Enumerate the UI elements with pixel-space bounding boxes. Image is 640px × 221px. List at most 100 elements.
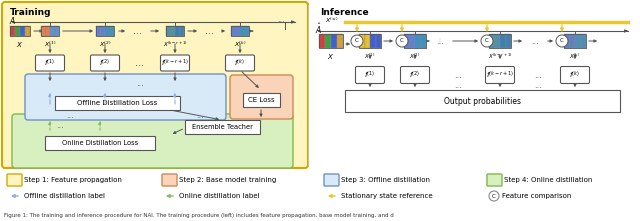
Text: C: C [492, 194, 496, 198]
Bar [236, 26, 240, 36]
Text: $X^{(k)}$: $X^{(k)}$ [234, 40, 246, 49]
Text: $f^{(k-r+1)}$: $f^{(k-r+1)}$ [486, 69, 514, 81]
FancyBboxPatch shape [486, 67, 515, 84]
Bar [331, 34, 337, 48]
Text: Offline Distillation Loss: Offline Distillation Loss [77, 100, 157, 106]
Bar [580, 34, 586, 48]
Bar [564, 34, 586, 48]
Text: $X^{(k-r+1)}$: $X^{(k-r+1)}$ [163, 40, 188, 49]
FancyBboxPatch shape [25, 74, 226, 120]
Bar [179, 26, 184, 36]
Bar [10, 26, 30, 36]
Bar [376, 34, 381, 48]
Text: ...: ... [618, 15, 626, 25]
Bar [420, 34, 426, 48]
Text: Online Distillation Loss: Online Distillation Loss [62, 140, 138, 146]
Text: Step 4: Online distillation: Step 4: Online distillation [504, 177, 593, 183]
Bar [495, 34, 500, 48]
Bar [20, 26, 25, 36]
Circle shape [481, 35, 493, 47]
Text: $X^{(k)}$: $X^{(k)}$ [570, 52, 580, 61]
Text: ...: ... [615, 25, 623, 34]
Text: $X^{(1)}$: $X^{(1)}$ [364, 52, 376, 61]
Bar [325, 34, 331, 48]
Bar [166, 26, 170, 36]
Bar [185, 120, 260, 134]
Bar [231, 26, 249, 36]
Bar [415, 34, 420, 48]
Bar [370, 34, 376, 48]
Bar [105, 26, 109, 36]
Bar [231, 26, 236, 36]
FancyBboxPatch shape [161, 55, 189, 71]
Text: $f^{(k)}$: $f^{(k)}$ [570, 69, 580, 81]
Bar [45, 26, 50, 36]
Bar [489, 34, 495, 48]
Text: $f^{(k-r+1)}$: $f^{(k-r+1)}$ [161, 57, 189, 69]
Bar [575, 34, 580, 48]
FancyBboxPatch shape [35, 55, 65, 71]
Text: $X^{(2)}$: $X^{(2)}$ [409, 52, 420, 61]
Text: $f^{(1)}$: $f^{(1)}$ [44, 57, 56, 69]
Bar [96, 26, 114, 36]
Text: $X^{(1)}$: $X^{(1)}$ [44, 40, 56, 49]
Text: ...: ... [534, 82, 542, 91]
Bar [55, 96, 180, 110]
Text: $\hat{A}$: $\hat{A}$ [9, 13, 16, 27]
Bar [359, 34, 381, 48]
Bar [15, 26, 20, 36]
Text: C: C [560, 38, 564, 44]
Text: Step 1: Feature propagation: Step 1: Feature propagation [24, 177, 122, 183]
Text: Figure 1: The training and inference procedure for NAI. The training procedure (: Figure 1: The training and inference pro… [4, 213, 394, 218]
FancyBboxPatch shape [2, 2, 308, 168]
Bar [50, 26, 54, 36]
Text: $f^{(k)}$: $f^{(k)}$ [234, 57, 246, 69]
FancyBboxPatch shape [487, 174, 502, 186]
Text: Feature comparison: Feature comparison [502, 193, 572, 199]
FancyBboxPatch shape [561, 67, 589, 84]
Text: $X^{(\infty)}$: $X^{(\infty)}$ [325, 15, 339, 25]
Bar [10, 26, 15, 36]
FancyBboxPatch shape [90, 55, 120, 71]
Bar [365, 34, 370, 48]
Text: $f^{(1)}$: $f^{(1)}$ [364, 69, 376, 81]
Bar [489, 34, 511, 48]
Bar [410, 34, 415, 48]
Text: ...: ... [454, 70, 462, 80]
Text: Training: Training [10, 8, 51, 17]
Text: ...: ... [56, 122, 64, 130]
Text: Offline distillation label: Offline distillation label [24, 193, 105, 199]
Text: Ensemble Teacher: Ensemble Teacher [191, 124, 252, 130]
Bar [166, 26, 184, 36]
Text: $X^{(2)}$: $X^{(2)}$ [99, 40, 111, 49]
Text: Stationary state reference: Stationary state reference [341, 193, 433, 199]
Text: Step 2: Base model training: Step 2: Base model training [179, 177, 276, 183]
FancyBboxPatch shape [12, 114, 293, 168]
Text: ...: ... [134, 26, 143, 36]
Text: ...: ... [136, 58, 145, 68]
Text: ...: ... [454, 82, 462, 91]
Text: CE Loss: CE Loss [248, 97, 275, 103]
Text: C: C [355, 38, 359, 44]
Bar [319, 34, 343, 48]
Bar [109, 26, 114, 36]
FancyBboxPatch shape [7, 174, 22, 186]
Text: Inference: Inference [320, 8, 369, 17]
Bar [41, 26, 45, 36]
Circle shape [396, 35, 408, 47]
FancyBboxPatch shape [230, 75, 293, 119]
Bar [404, 34, 426, 48]
Bar [41, 26, 59, 36]
Text: Output probabilities: Output probabilities [444, 97, 520, 105]
Bar [240, 26, 244, 36]
FancyBboxPatch shape [225, 55, 255, 71]
Bar [506, 34, 511, 48]
Bar [100, 26, 105, 36]
Text: ...: ... [66, 110, 74, 120]
Text: $\hat{A}$: $\hat{A}$ [315, 22, 322, 36]
Text: $f^{(2)}$: $f^{(2)}$ [99, 57, 111, 69]
Bar [96, 26, 100, 36]
Text: Step 3: Offline distillation: Step 3: Offline distillation [341, 177, 430, 183]
Bar [570, 34, 575, 48]
Text: ...: ... [436, 36, 444, 46]
